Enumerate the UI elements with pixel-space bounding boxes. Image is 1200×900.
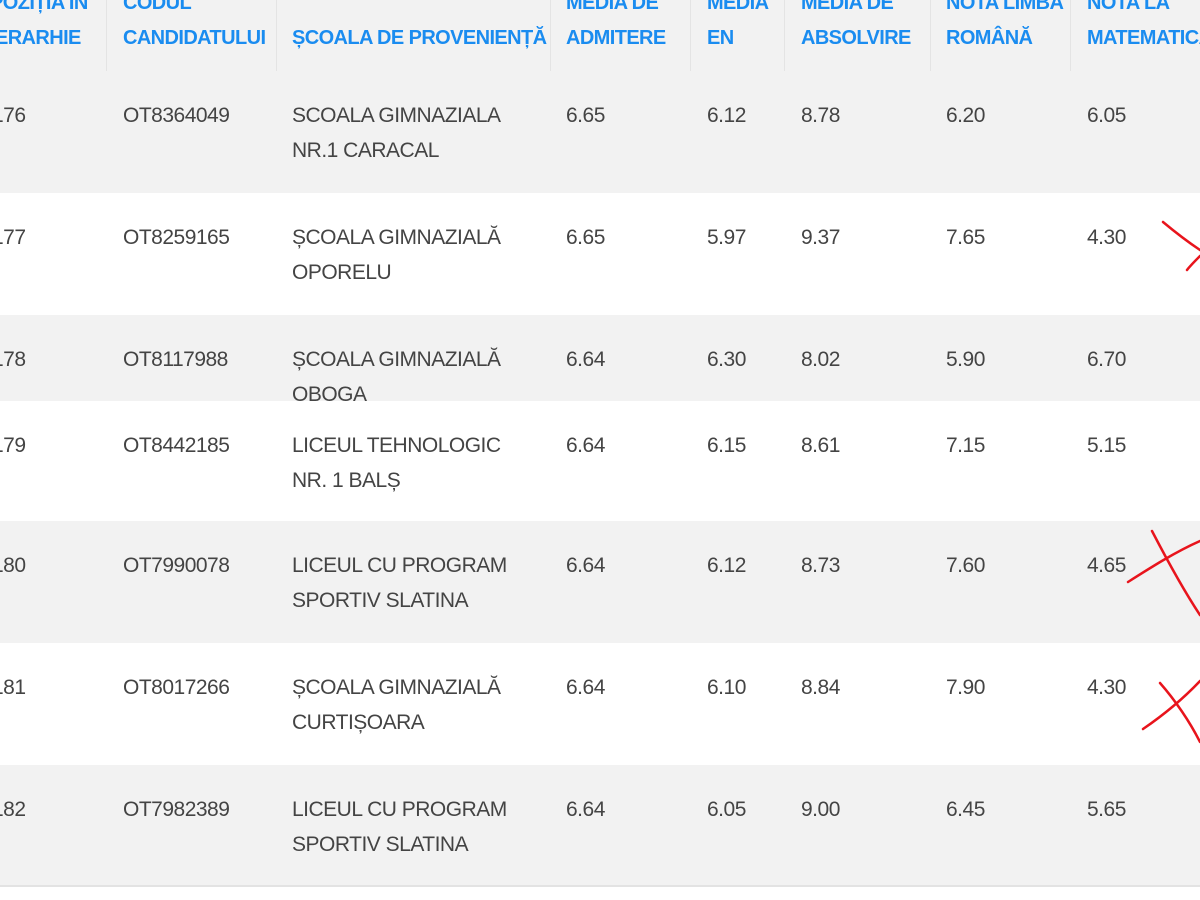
cell-math: 5.15 <box>1087 434 1126 457</box>
column-header-school[interactable]: ȘCOALA DE PROVENIENȚĂ <box>292 21 547 56</box>
column-header-graduation-line: ABSOLVIRE <box>801 27 911 49</box>
table-row[interactable]: 180 OT7990078 LICEUL CU PROGRAM SPORTIV SL… <box>0 521 1200 645</box>
column-header-rank[interactable]: POZIȚIA ÎN IERARHIE <box>0 0 88 56</box>
column-header-admission-line: ADMITERE <box>566 27 666 49</box>
cell-school: ȘCOALA GIMNAZIALĂ CURTIȘOARA <box>292 676 501 734</box>
table-row[interactable]: 182 OT7982389 LICEUL CU PROGRAM SPORTIV SL… <box>0 765 1200 887</box>
cell-rank: 180 <box>0 554 26 577</box>
cell-code: OT8259165 <box>123 226 230 249</box>
header-divider <box>276 0 277 71</box>
column-header-rank-line: IERARHIE <box>0 27 81 49</box>
cell-admission: 6.65 <box>566 104 605 127</box>
table-header: POZIȚIA ÎN IERARHIE CODUL CANDIDATULUI ȘCOAL… <box>0 0 1200 73</box>
cell-admission: 6.65 <box>566 226 605 249</box>
cell-math: 5.65 <box>1087 798 1126 821</box>
cell-romanian: 6.45 <box>946 798 985 821</box>
cell-admission: 6.64 <box>566 554 605 577</box>
table-row[interactable]: 181 OT8017266 ȘCOALA GIMNAZIALĂ CURTIȘOARA… <box>0 643 1200 767</box>
cell-code: OT8017266 <box>123 676 230 699</box>
cell-en: 6.12 <box>707 104 746 127</box>
table-row[interactable]: 177 OT8259165 ȘCOALA GIMNAZIALĂ OPORELU 6.6… <box>0 193 1200 317</box>
column-header-en-line: EN <box>707 27 734 49</box>
cell-math: 6.05 <box>1087 104 1126 127</box>
column-header-romanian-line: ROMÂNĂ <box>946 27 1033 49</box>
column-header-graduation-line: MEDIA DE <box>801 0 894 14</box>
cell-en: 6.10 <box>707 676 746 699</box>
table-row[interactable]: 176 OT8364049 SCOALA GIMNAZIALA NR.1 CARAC… <box>0 71 1200 195</box>
column-header-code[interactable]: CODUL CANDIDATULUI <box>123 0 266 56</box>
header-divider <box>784 0 785 71</box>
cell-admission: 6.64 <box>566 676 605 699</box>
cell-code: OT7982389 <box>123 798 230 821</box>
cell-en: 5.97 <box>707 226 746 249</box>
column-header-rank-line: POZIȚIA ÎN <box>0 0 88 14</box>
cell-code: OT8442185 <box>123 434 230 457</box>
cell-math: 4.30 <box>1087 226 1126 249</box>
cell-rank: 177 <box>0 226 26 249</box>
cell-school: ȘCOALA GIMNAZIALĂ OPORELU <box>292 226 501 284</box>
cell-math: 4.30 <box>1087 676 1126 699</box>
cell-graduation: 8.73 <box>801 554 840 577</box>
cell-code: OT8364049 <box>123 104 230 127</box>
cell-code: OT7990078 <box>123 554 230 577</box>
cell-admission: 6.64 <box>566 348 605 371</box>
column-header-code-line: CANDIDATULUI <box>123 27 266 49</box>
cell-romanian: 6.20 <box>946 104 985 127</box>
column-header-math[interactable]: NOTA LA MATEMATICĂ <box>1087 0 1200 56</box>
table-row[interactable]: 179 OT8442185 LICEUL TEHNOLOGIC NR. 1 BALȘ… <box>0 401 1200 523</box>
column-header-graduation[interactable]: MEDIA DE ABSOLVIRE <box>801 0 911 56</box>
header-divider <box>106 0 107 71</box>
column-header-school-line: ȘCOALA DE PROVENIENȚĂ <box>292 27 547 49</box>
cell-rank: 181 <box>0 676 26 699</box>
header-divider <box>550 0 551 71</box>
cell-rank: 182 <box>0 798 26 821</box>
cell-school: SCOALA GIMNAZIALA NR.1 CARACAL <box>292 104 500 162</box>
header-divider <box>930 0 931 71</box>
cell-graduation: 9.37 <box>801 226 840 249</box>
cell-math: 6.70 <box>1087 348 1126 371</box>
cell-math: 4.65 <box>1087 554 1126 577</box>
cell-school: LICEUL CU PROGRAM SPORTIV SLATINA <box>292 798 507 856</box>
column-header-admission-line: MEDIA DE <box>566 0 659 14</box>
cell-school: LICEUL TEHNOLOGIC NR. 1 BALȘ <box>292 434 501 492</box>
cell-admission: 6.64 <box>566 434 605 457</box>
table-row[interactable]: 178 OT8117988 ȘCOALA GIMNAZIALĂ OBOGA 6.64 6… <box>0 315 1200 406</box>
cell-en: 6.12 <box>707 554 746 577</box>
header-divider <box>690 0 691 71</box>
cell-en: 6.05 <box>707 798 746 821</box>
cell-graduation: 9.00 <box>801 798 840 821</box>
cell-romanian: 7.60 <box>946 554 985 577</box>
cell-school: LICEUL CU PROGRAM SPORTIV SLATINA <box>292 554 507 612</box>
cell-graduation: 8.84 <box>801 676 840 699</box>
cell-romanian: 5.90 <box>946 348 985 371</box>
column-header-romanian[interactable]: NOTA LIMBA ROMÂNĂ <box>946 0 1064 56</box>
cell-en: 6.15 <box>707 434 746 457</box>
cell-code: OT8117988 <box>123 348 228 371</box>
cell-en: 6.30 <box>707 348 746 371</box>
cell-romanian: 7.15 <box>946 434 985 457</box>
cell-romanian: 7.65 <box>946 226 985 249</box>
column-header-math-line: NOTA LA <box>1087 0 1170 14</box>
cell-school: ȘCOALA GIMNAZIALĂ OBOGA <box>292 348 501 406</box>
cell-rank: 179 <box>0 434 26 457</box>
cell-admission: 6.64 <box>566 798 605 821</box>
header-divider <box>1070 0 1071 71</box>
cell-rank: 178 <box>0 348 26 371</box>
cell-rank: 176 <box>0 104 26 127</box>
cell-graduation: 8.61 <box>801 434 840 457</box>
column-header-romanian-line: NOTA LIMBA <box>946 0 1064 14</box>
column-header-en[interactable]: MEDIA EN <box>707 0 769 56</box>
column-header-math-line: MATEMATICĂ <box>1087 27 1200 49</box>
column-header-admission[interactable]: MEDIA DE ADMITERE <box>566 0 666 56</box>
column-header-en-line: MEDIA <box>707 0 769 14</box>
column-header-code-line: CODUL <box>123 0 192 14</box>
cell-graduation: 8.78 <box>801 104 840 127</box>
cell-romanian: 7.90 <box>946 676 985 699</box>
cell-graduation: 8.02 <box>801 348 840 371</box>
